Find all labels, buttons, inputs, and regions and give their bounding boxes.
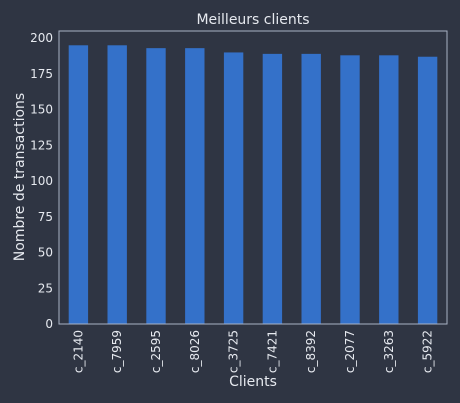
bar-c_7959: [107, 45, 127, 324]
x-tick-label: c_7959: [110, 330, 124, 373]
bar-c_7421: [262, 53, 283, 325]
x-tick-label: c_3263: [382, 330, 396, 373]
y-axis-label: Nombre de transactions: [12, 93, 28, 261]
y-tick-label: 125: [30, 138, 53, 152]
bar-c_2595: [146, 48, 166, 325]
bar-c_8026: [185, 48, 205, 325]
y-tick-label: 0: [45, 317, 53, 331]
y-tick-label: 100: [30, 174, 53, 188]
y-tick-label: 75: [38, 210, 53, 224]
y-axis-ticks: 0 25 50 75 100 125 150 175 200: [30, 31, 53, 331]
y-tick-label: 200: [30, 31, 53, 45]
axes-frame: [58, 30, 448, 325]
x-tick-label: c_2595: [149, 330, 163, 373]
bar-c_8392: [301, 53, 321, 325]
x-tick-label: c_7421: [265, 330, 279, 373]
y-tick-label: 175: [30, 67, 53, 81]
bar-c_3263: [379, 55, 399, 325]
bar-c_2140: [68, 45, 89, 324]
x-axis-ticks: c_2140 c_7959 c_2595 c_8026 c_3725 c_7421 c_83…: [71, 330, 434, 373]
y-tick-label: 25: [38, 281, 53, 295]
bar-c_3725: [223, 52, 244, 324]
x-tick-label: c_2077: [343, 330, 357, 373]
x-tick-label: c_5922: [421, 330, 435, 373]
x-tick-label: c_8026: [188, 330, 202, 373]
x-tick-label: c_3725: [227, 330, 241, 373]
bars-group: [68, 45, 438, 325]
x-axis-label: Clients: [229, 374, 277, 390]
x-tick-label: c_2140: [71, 330, 85, 373]
chart-title: Meilleurs clients: [196, 12, 309, 28]
x-tick-label: c_8392: [304, 330, 318, 373]
bar-c_2077: [340, 55, 360, 325]
y-tick-label: 50: [38, 246, 53, 260]
y-tick-label: 150: [30, 103, 53, 117]
bar-c_5922: [417, 56, 438, 324]
